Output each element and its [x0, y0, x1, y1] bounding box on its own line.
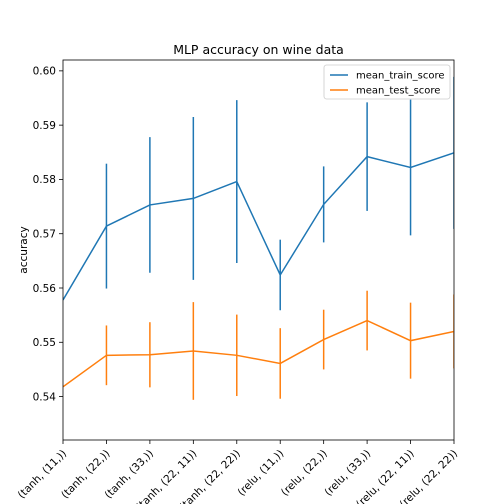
y-axis-label: accuracy — [18, 226, 30, 273]
y-axis: 0.54 0.55 0.56 0.57 0.58 0.59 0.60 — [33, 66, 63, 403]
chart-title: MLP accuracy on wine data — [173, 42, 344, 57]
y-tick-label: 0.56 — [33, 283, 57, 295]
plot-frame — [62, 59, 455, 441]
plot-area — [63, 60, 454, 440]
series-line — [63, 319, 454, 388]
y-tick-label: 0.55 — [33, 337, 56, 349]
series-mean_test_score — [63, 290, 454, 400]
legend-label: mean_test_score — [356, 86, 440, 97]
y-tick-label: 0.58 — [33, 174, 56, 186]
y-tick-label: 0.57 — [33, 229, 56, 241]
legend-label: mean_train_score — [356, 71, 445, 82]
y-tick-label: 0.59 — [33, 120, 56, 132]
series-mean_train_score — [63, 76, 454, 311]
legend: mean_train_score mean_test_score — [323, 64, 451, 100]
series-line — [63, 152, 454, 301]
y-tick-label: 0.54 — [33, 391, 57, 403]
legend-box — [323, 64, 451, 100]
series-group — [63, 76, 454, 400]
y-tick-label: 0.60 — [33, 66, 56, 78]
x-axis: (tanh, (11,))(tanh, (22,))(tanh, (33,))(… — [16, 440, 460, 504]
